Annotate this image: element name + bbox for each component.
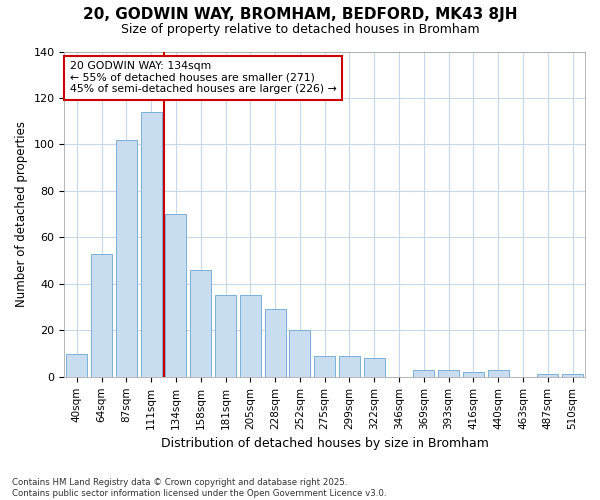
- Bar: [289, 330, 310, 377]
- Bar: [488, 370, 509, 377]
- Text: 20 GODWIN WAY: 134sqm
← 55% of detached houses are smaller (271)
45% of semi-det: 20 GODWIN WAY: 134sqm ← 55% of detached …: [70, 62, 337, 94]
- Bar: [116, 140, 137, 377]
- Bar: [140, 112, 162, 377]
- Bar: [66, 354, 88, 377]
- Bar: [91, 254, 112, 377]
- Bar: [413, 370, 434, 377]
- Bar: [463, 372, 484, 377]
- X-axis label: Distribution of detached houses by size in Bromham: Distribution of detached houses by size …: [161, 437, 488, 450]
- Bar: [240, 296, 261, 377]
- Text: Size of property relative to detached houses in Bromham: Size of property relative to detached ho…: [121, 22, 479, 36]
- Bar: [215, 296, 236, 377]
- Bar: [364, 358, 385, 377]
- Bar: [314, 356, 335, 377]
- Text: 20, GODWIN WAY, BROMHAM, BEDFORD, MK43 8JH: 20, GODWIN WAY, BROMHAM, BEDFORD, MK43 8…: [83, 8, 517, 22]
- Bar: [438, 370, 459, 377]
- Y-axis label: Number of detached properties: Number of detached properties: [15, 121, 28, 307]
- Bar: [166, 214, 187, 377]
- Bar: [339, 356, 360, 377]
- Bar: [537, 374, 559, 377]
- Bar: [265, 310, 286, 377]
- Text: Contains HM Land Registry data © Crown copyright and database right 2025.
Contai: Contains HM Land Registry data © Crown c…: [12, 478, 386, 498]
- Bar: [562, 374, 583, 377]
- Bar: [190, 270, 211, 377]
